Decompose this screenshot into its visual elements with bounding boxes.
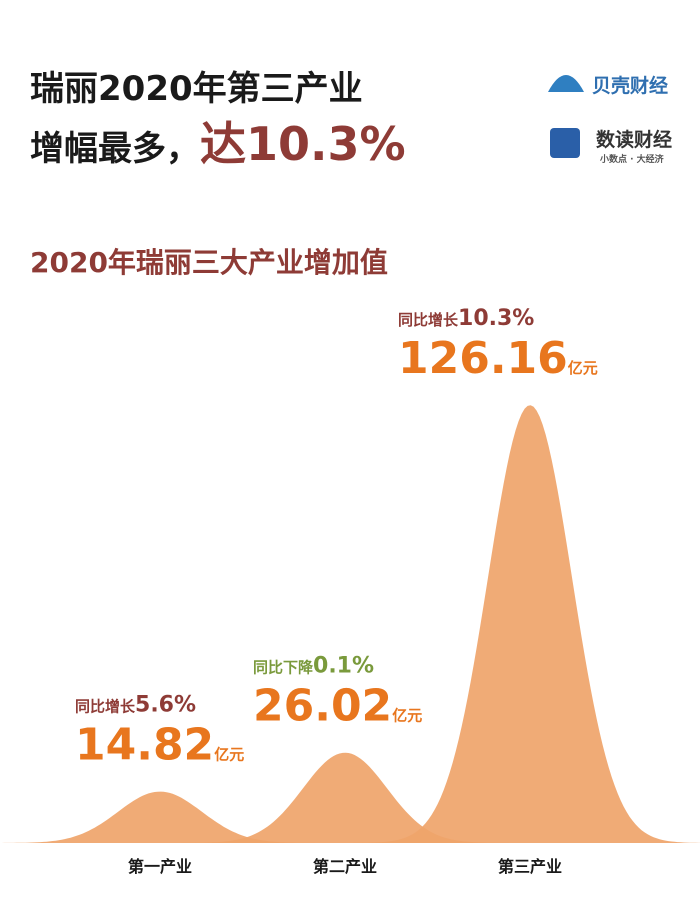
change-label: 同比增长10.3% xyxy=(398,306,534,331)
headline-highlight: 达10.3% xyxy=(200,117,406,171)
change-prefix: 同比下降 xyxy=(253,659,314,677)
change-label: 同比下降0.1% xyxy=(253,654,374,679)
value-number: 26.02 xyxy=(253,681,392,732)
x-tick-label: 第二产业 xyxy=(313,857,377,876)
change-value: 0.1% xyxy=(313,654,374,679)
bell-area xyxy=(353,405,700,843)
value-number: 126.16 xyxy=(398,333,568,384)
x-tick-label: 第一产业 xyxy=(128,857,192,876)
value-unit: 亿元 xyxy=(214,746,244,764)
bell-area xyxy=(168,752,522,843)
logo-text: 数读财经 xyxy=(596,128,672,151)
value-unit: 亿元 xyxy=(392,707,422,725)
change-label: 同比增长5.6% xyxy=(75,693,196,718)
logo-icon xyxy=(548,75,584,92)
headline-text: 增幅最多， xyxy=(30,129,200,169)
value-label: 126.16亿元 xyxy=(398,333,598,384)
change-prefix: 同比增长 xyxy=(75,698,136,716)
logo-beike: 贝壳财经 xyxy=(548,74,668,97)
logo-slogan: 小数点 · 大经济 xyxy=(599,153,665,165)
x-tick-label: 第三产业 xyxy=(498,857,562,876)
logo-text: 贝壳财经 xyxy=(592,74,668,97)
value-unit: 亿元 xyxy=(568,359,598,377)
bell-area xyxy=(0,791,337,843)
change-value: 10.3% xyxy=(458,306,534,331)
value-label: 26.02亿元 xyxy=(253,681,422,732)
change-value: 5.6% xyxy=(135,693,196,718)
headline-line1: 瑞丽2020年第三产业 xyxy=(30,69,363,109)
value-label: 14.82亿元 xyxy=(75,720,244,771)
change-prefix: 同比增长 xyxy=(398,311,459,329)
headline-line2: 增幅最多，达10.3% xyxy=(30,117,406,171)
chart-title: 2020年瑞丽三大产业增加值 xyxy=(30,246,388,279)
plot: 同比增长5.6%14.82亿元第一产业同比下降0.1%26.02亿元第二产业同比… xyxy=(0,306,700,876)
value-number: 14.82 xyxy=(75,720,214,771)
logo-icon xyxy=(550,128,580,158)
logo-shudu: 数读财经 小数点 · 大经济 xyxy=(550,128,672,165)
